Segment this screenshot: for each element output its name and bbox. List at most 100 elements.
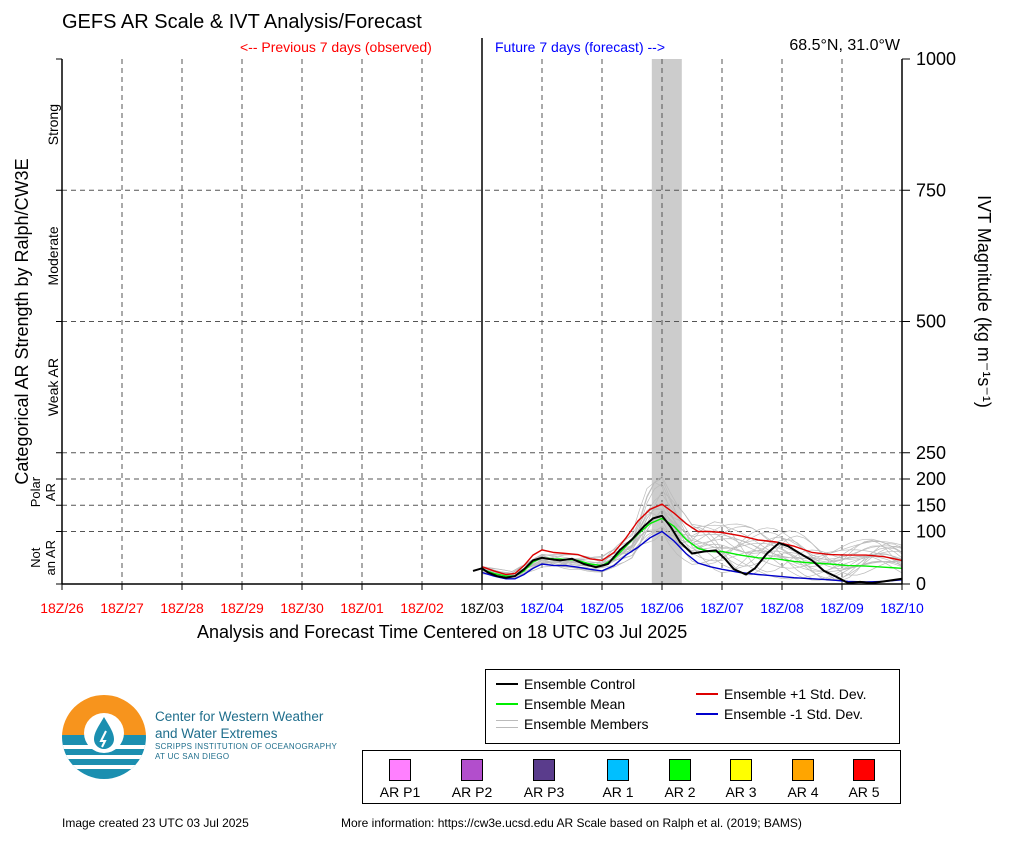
y-tick-label: 100: [916, 522, 946, 542]
y-tick-label: 1000: [916, 49, 956, 69]
ensemble-member-line: [481, 505, 903, 581]
legend-minus-std: Ensemble -1 Std. Dev.: [696, 706, 863, 722]
x-tick-label: 18Z/26: [40, 600, 84, 616]
legend-plus-std: Ensemble +1 Std. Dev.: [696, 686, 867, 702]
category-label: PolarAR: [28, 476, 58, 507]
ar-2-swatch: [669, 759, 691, 781]
legend-minus-std-label: Ensemble -1 Std. Dev.: [724, 706, 864, 722]
created-timestamp: Image created 23 UTC 03 Jul 2025: [62, 816, 249, 830]
x-tick-label: 18Z/05: [580, 600, 624, 616]
location-coordinates: 68.5°N, 31.0°W: [789, 37, 900, 54]
ar-scale-item: AR P1: [370, 759, 430, 800]
x-tick-label: 18Z/29: [220, 600, 264, 616]
ensemble-member-line: [481, 507, 903, 574]
ensemble-member-line: [481, 509, 903, 582]
series-plus-std-line: [481, 503, 903, 576]
x-tick-label: 18Z/28: [160, 600, 204, 616]
x-tick-label: 18Z/04: [520, 600, 564, 616]
series-control-line: [472, 514, 903, 585]
cw3e-logo-icon: [62, 695, 146, 779]
ar-2-label: AR 2: [664, 784, 696, 800]
legend-plus-std-swatch: [696, 693, 718, 695]
x-tick-label: 18Z/10: [880, 600, 924, 616]
legend-control-swatch: [496, 683, 518, 685]
org-name-line2: and Water Extremes: [155, 726, 278, 741]
ensemble-member-line: [481, 501, 903, 580]
legend-control: Ensemble Control: [496, 676, 635, 692]
category-label: Strong: [45, 104, 61, 145]
ivt-chart: 18Z/26 18Z/27 18Z/28 18Z/29 18Z/30 18Z/01 18Z/…: [12, 38, 994, 616]
series-legend: Ensemble Control Ensemble Mean Ensemble …: [485, 669, 900, 744]
ar-p1-label: AR P1: [379, 784, 421, 800]
x-tick-label: 18Z/08: [760, 600, 804, 616]
right-axis-title: IVT Magnitude (kg m⁻¹s⁻¹): [974, 195, 994, 408]
y-tick-label: 200: [916, 469, 946, 489]
ar-scale-item: AR 1: [588, 759, 648, 800]
org-sub-line1: SCRIPPS INSTITUTION OF OCEANOGRAPHY: [155, 742, 338, 751]
x-tick-label: 18Z/09: [820, 600, 864, 616]
ar-4-label: AR 4: [787, 784, 819, 800]
ar-scale-item: AR 5: [834, 759, 894, 800]
x-tick-label: 18Z/27: [100, 600, 144, 616]
ar-scale-item: AR 3: [711, 759, 771, 800]
category-label: Weak AR: [45, 358, 61, 416]
category-label: Notan AR: [28, 540, 58, 575]
ensemble-member-line: [481, 526, 903, 577]
ar-p3-label: AR P3: [523, 784, 565, 800]
y-tick-label: 250: [916, 443, 946, 463]
ar-p3-swatch: [533, 759, 555, 781]
legend-plus-std-label: Ensemble +1 Std. Dev.: [724, 686, 867, 702]
ar-1-swatch: [607, 759, 629, 781]
legend-members-label: Ensemble Members: [524, 716, 649, 732]
ar-scale-legend: AR P1 AR P2 AR P3 AR 1 AR 2 AR 3 AR 4 AR…: [362, 750, 901, 804]
ar-scale-item: AR 4: [773, 759, 833, 800]
ar-p2-label: AR P2: [451, 784, 493, 800]
left-axis-title: Categorical AR Strength by Ralph/CW3E: [12, 158, 32, 484]
ar-p1-swatch: [389, 759, 411, 781]
ensemble-member-line: [481, 511, 903, 581]
ensemble-member-line: [481, 477, 903, 578]
ensemble-member-line: [481, 493, 903, 574]
ar-4-swatch: [792, 759, 814, 781]
ar-5-swatch: [853, 759, 875, 781]
x-tick-label: 18Z/30: [280, 600, 324, 616]
x-tick-label: 18Z/01: [340, 600, 384, 616]
ar-scale-item: AR P3: [514, 759, 574, 800]
x-axis-title: Analysis and Forecast Time Centered on 1…: [197, 622, 688, 642]
ar-p2-swatch: [461, 759, 483, 781]
ar-scale-item: AR 2: [650, 759, 710, 800]
series-minus-std-line: [481, 530, 903, 583]
legend-control-label: Ensemble Control: [524, 676, 636, 692]
legend-mean: Ensemble Mean: [496, 696, 625, 712]
ensemble-member-line: [481, 521, 903, 578]
legend-members-swatch: [496, 720, 518, 728]
ar-scale-item: AR P2: [442, 759, 502, 800]
ar-1-label: AR 1: [602, 784, 634, 800]
y-tick-label: 0: [916, 574, 926, 594]
y-tick-label: 750: [916, 180, 946, 200]
x-tick-label: 18Z/03: [460, 600, 504, 616]
ar-5-label: AR 5: [848, 784, 880, 800]
y-tick-label: 150: [916, 495, 946, 515]
ar-3-label: AR 3: [725, 784, 757, 800]
legend-mean-label: Ensemble Mean: [524, 696, 626, 712]
y-tick-label: 500: [916, 312, 946, 332]
chart-title: GEFS AR Scale & IVT Analysis/Forecast: [62, 11, 422, 33]
org-affiliation: SCRIPPS INSTITUTION OF OCEANOGRAPHY AT U…: [155, 742, 337, 762]
previous-days-label: <-- Previous 7 days (observed): [240, 39, 432, 55]
more-info-text: More information: https://cw3e.ucsd.edu …: [341, 816, 802, 830]
x-tick-label: 18Z/06: [640, 600, 684, 616]
series-mean-line: [481, 517, 903, 577]
category-label: Moderate: [45, 226, 61, 285]
legend-members: Ensemble Members: [496, 716, 649, 732]
legend-mean-swatch: [496, 703, 518, 705]
org-sub-line2: AT UC SAN DIEGO: [155, 752, 230, 761]
ar-3-swatch: [730, 759, 752, 781]
legend-minus-std-swatch: [696, 713, 718, 715]
org-name-line1: Center for Western Weather: [155, 709, 324, 724]
org-name: Center for Western Weather and Water Ext…: [155, 708, 323, 742]
x-tick-label: 18Z/07: [700, 600, 744, 616]
future-days-label: Future 7 days (forecast) -->: [495, 39, 666, 55]
ensemble-member-line: [481, 509, 903, 576]
x-tick-label: 18Z/02: [400, 600, 444, 616]
